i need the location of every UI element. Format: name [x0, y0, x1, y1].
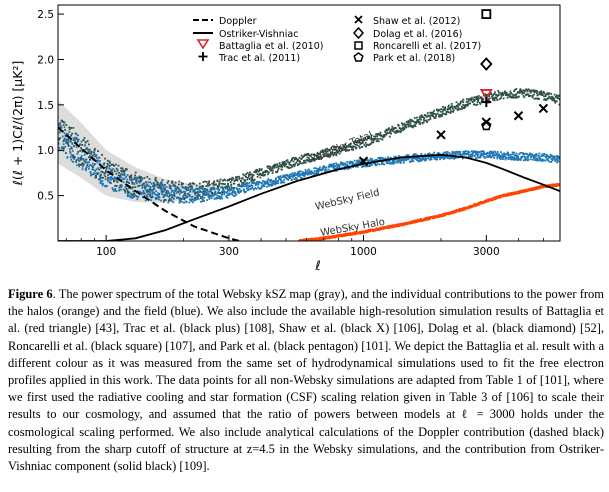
ostriker-vishniac-curve: [58, 153, 560, 241]
marker-shaw: [436, 130, 446, 140]
legend-label-park: Park et al. (2018): [373, 53, 455, 64]
figure-caption: Figure 6. The power spectrum of the tota…: [8, 286, 604, 475]
plus-icon: [198, 52, 208, 61]
axis-ticks: 100 300 1000 3000 0.5 1.0 1.5 2.0 2.5: [37, 9, 544, 258]
legend-label-ov: Ostriker-Vishniac: [219, 29, 298, 40]
triangle-down-icon: [196, 39, 210, 50]
x-tick-label: 1000: [350, 246, 377, 258]
websky-total-points: [58, 88, 560, 202]
legend-label-battaglia: Battaglia et al. (2010): [219, 41, 323, 52]
marker-park: [481, 120, 492, 131]
simulation-markers: [358, 9, 549, 166]
legend-label-doppler: Doppler: [219, 16, 257, 27]
x-tick-label: 3000: [473, 246, 500, 258]
legend-label-shaw: Shaw et al. (2012): [373, 16, 460, 27]
marker-shaw: [358, 156, 369, 166]
x-tick-label: 300: [219, 246, 239, 258]
annotation-websky-field: WebSky Field: [314, 187, 381, 213]
x-tick-label: 100: [96, 246, 116, 258]
y-tick-label: 2.5: [37, 9, 54, 21]
legend-left: Doppler Ostriker-Vishniac Battaglia et a…: [193, 16, 323, 64]
legend-label-dolag: Dolag et al. (2016): [373, 29, 462, 40]
plot-frame: [57, 4, 561, 242]
diamond-icon: [352, 26, 365, 40]
marker-trac: [481, 97, 492, 108]
legend-label-roncarelli: Roncarelli et al. (2017): [373, 41, 481, 52]
y-tick-label: 2.0: [37, 54, 54, 66]
legend-label-trac: Trac et al. (2011): [218, 53, 300, 64]
marker-shaw: [513, 111, 524, 121]
marker-shaw: [538, 103, 549, 114]
marker-battaglia: [479, 89, 493, 101]
y-axis-label: ℓ(ℓ + 1)Cℓ/(2π) [μK²]: [10, 61, 25, 187]
caption-label: Figure 6: [8, 287, 53, 301]
websky-field-points: [58, 122, 560, 204]
model-curves: [58, 126, 560, 241]
x-axis-label: ℓ: [314, 259, 320, 274]
marker-roncarelli: [481, 9, 492, 19]
legend-right: Shaw et al. (2012) Dolag et al. (2016) R…: [352, 15, 481, 64]
pentagon-icon: [353, 52, 364, 62]
y-tick-label: 1.0: [37, 145, 54, 157]
websky-halo-points: [298, 183, 560, 241]
square-icon: [354, 41, 363, 50]
power-spectrum-figure: 100 300 1000 3000 0.5 1.0 1.5 2.0 2.5 ℓ(ℓ + 1)Cℓ…: [10, 4, 561, 274]
doppler-curve: [58, 126, 240, 241]
x-mark-icon: [354, 15, 363, 24]
y-tick-label: 1.5: [37, 100, 54, 112]
y-tick-label: 0.5: [37, 191, 54, 203]
marker-dolag: [480, 57, 493, 71]
caption-text: . The power spectrum of the total Websky…: [8, 287, 604, 474]
scatter-points: [58, 88, 560, 241]
